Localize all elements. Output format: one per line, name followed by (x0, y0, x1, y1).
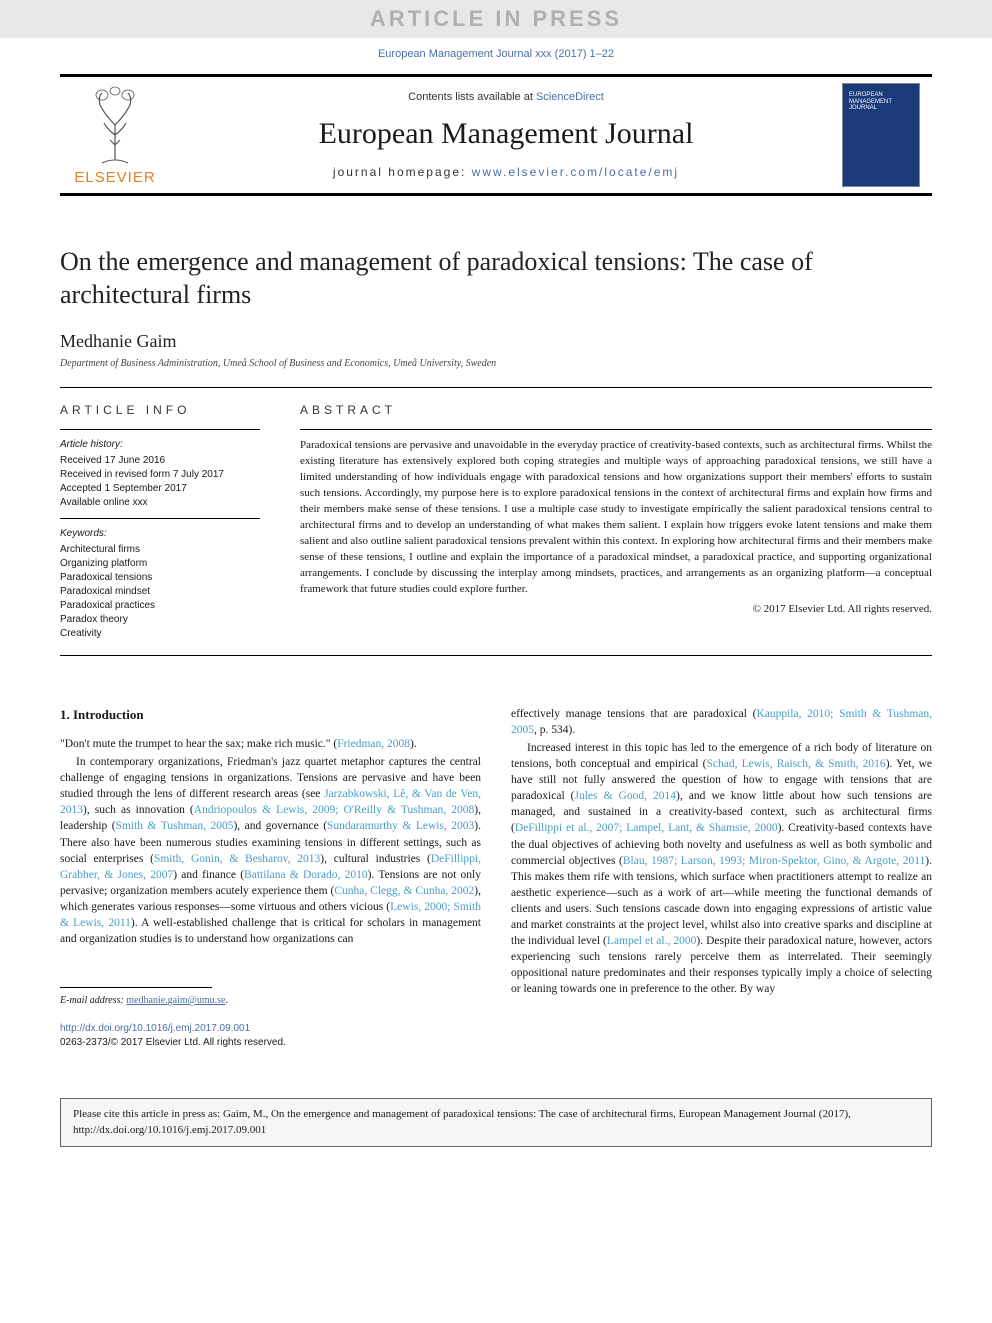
citation-link[interactable]: Battilana & Dorado, 2010 (244, 869, 368, 881)
article-info-column: ARTICLE INFO Article history: Received 1… (60, 388, 280, 655)
author-name: Medhanie Gaim (60, 331, 932, 352)
citation-link[interactable]: Schad, Lewis, Raisch, & Smith, 2016 (706, 758, 885, 770)
citation-link[interactable]: Jules & Good, 2014 (575, 790, 677, 802)
article-main: On the emergence and management of parad… (0, 196, 992, 1080)
citation-link[interactable]: Friedman, 2008 (337, 738, 410, 750)
citation-link[interactable]: Andriopoulos & Lewis, 2009; O'Reilly & T… (194, 804, 475, 816)
abstract-column: ABSTRACT Paradoxical tensions are pervas… (280, 388, 932, 655)
abstract-text: Paradoxical tensions are pervasive and u… (300, 438, 932, 597)
press-banner: ARTICLE IN PRESS (0, 0, 992, 38)
footnote-divider (60, 987, 212, 988)
journal-cover: EUROPEAN MANAGEMENT JOURNAL (842, 83, 920, 187)
sciencedirect-link[interactable]: ScienceDirect (536, 91, 604, 103)
keyword-item: Paradoxical mindset (60, 585, 260, 599)
journal-cover-label: EUROPEAN MANAGEMENT JOURNAL (849, 92, 913, 112)
keyword-item: Paradox theory (60, 613, 260, 627)
press-banner-text: ARTICLE IN PRESS (370, 6, 622, 31)
doi-link[interactable]: http://dx.doi.org/10.1016/j.emj.2017.09.… (60, 1023, 250, 1034)
homepage-line: journal homepage: www.elsevier.com/locat… (170, 165, 842, 179)
intro-paragraph-1: In contemporary organizations, Friedman'… (60, 754, 481, 947)
abstract-heading: ABSTRACT (300, 402, 932, 419)
citation-link[interactable]: Sundaramurthy & Lewis, 2003 (327, 820, 474, 832)
top-citation: European Management Journal xxx (2017) 1… (0, 38, 992, 74)
masthead-center: Contents lists available at ScienceDirec… (170, 91, 842, 179)
citation-link[interactable]: Cunha, Clegg, & Cunha, 2002 (334, 885, 474, 897)
history-accepted: Accepted 1 September 2017 (60, 482, 260, 496)
doi-block: http://dx.doi.org/10.1016/j.emj.2017.09.… (60, 1022, 481, 1050)
publisher-name: ELSEVIER (74, 169, 155, 186)
publisher-logo-block: ELSEVIER (60, 85, 170, 186)
intro-paragraph-3: Increased interest in this topic has led… (511, 740, 932, 998)
email-link[interactable]: medhanie.gaim@umu.se (126, 995, 225, 1006)
journal-homepage-link[interactable]: www.elsevier.com/locate/emj (472, 165, 679, 179)
right-column: effectively manage tensions that are par… (511, 706, 932, 1050)
meta-abstract-row: ARTICLE INFO Article history: Received 1… (60, 387, 932, 656)
masthead: ELSEVIER Contents lists available at Sci… (60, 74, 932, 196)
journal-cover-block: EUROPEAN MANAGEMENT JOURNAL (842, 83, 932, 187)
elsevier-tree-icon (80, 85, 150, 165)
abstract-copyright: © 2017 Elsevier Ltd. All rights reserved… (300, 602, 932, 618)
citation-link[interactable]: Lampel et al., 2000 (607, 935, 696, 947)
article-title: On the emergence and management of parad… (60, 246, 932, 311)
contents-line: Contents lists available at ScienceDirec… (170, 91, 842, 103)
article-info-heading: ARTICLE INFO (60, 402, 260, 419)
keyword-item: Paradoxical tensions (60, 571, 260, 585)
history-received: Received 17 June 2016 (60, 454, 260, 468)
citation-link[interactable]: Smith & Tushman, 2005 (116, 820, 234, 832)
keyword-item: Creativity (60, 627, 260, 641)
body-columns: 1. Introduction "Don't mute the trumpet … (60, 706, 932, 1050)
left-column: 1. Introduction "Don't mute the trumpet … (60, 706, 481, 1050)
keyword-item: Organizing platform (60, 557, 260, 571)
keyword-item: Paradoxical practices (60, 599, 260, 613)
intro-quote: "Don't mute the trumpet to hear the sax;… (60, 736, 481, 752)
citation-link[interactable]: Blau, 1987; Larson, 1993; Miron-Spektor,… (623, 855, 925, 867)
copyright-footer: 0263-2373/© 2017 Elsevier Ltd. All right… (60, 1037, 286, 1048)
history-label: Article history: (60, 438, 260, 452)
keywords-label: Keywords: (60, 527, 260, 541)
keyword-item: Architectural firms (60, 543, 260, 557)
citation-box: Please cite this article in press as: Ga… (60, 1098, 932, 1147)
history-online: Available online xxx (60, 496, 260, 510)
citation-link[interactable]: DeFillippi et al., 2007; Lampel, Lant, &… (515, 822, 778, 834)
intro-paragraph-2: effectively manage tensions that are par… (511, 706, 932, 738)
citation-box-text: Please cite this article in press as: Ga… (73, 1108, 851, 1135)
author-affiliation: Department of Business Administration, U… (60, 358, 932, 369)
footnote-email: E-mail address: medhanie.gaim@umu.se. (60, 994, 481, 1008)
citation-link[interactable]: Smith, Gonin, & Besharov, 2013 (154, 853, 320, 865)
keywords-list: Architectural firms Organizing platform … (60, 543, 260, 641)
section-heading-introduction: 1. Introduction (60, 706, 481, 724)
journal-title: European Management Journal (170, 117, 842, 151)
history-revised: Received in revised form 7 July 2017 (60, 468, 260, 482)
